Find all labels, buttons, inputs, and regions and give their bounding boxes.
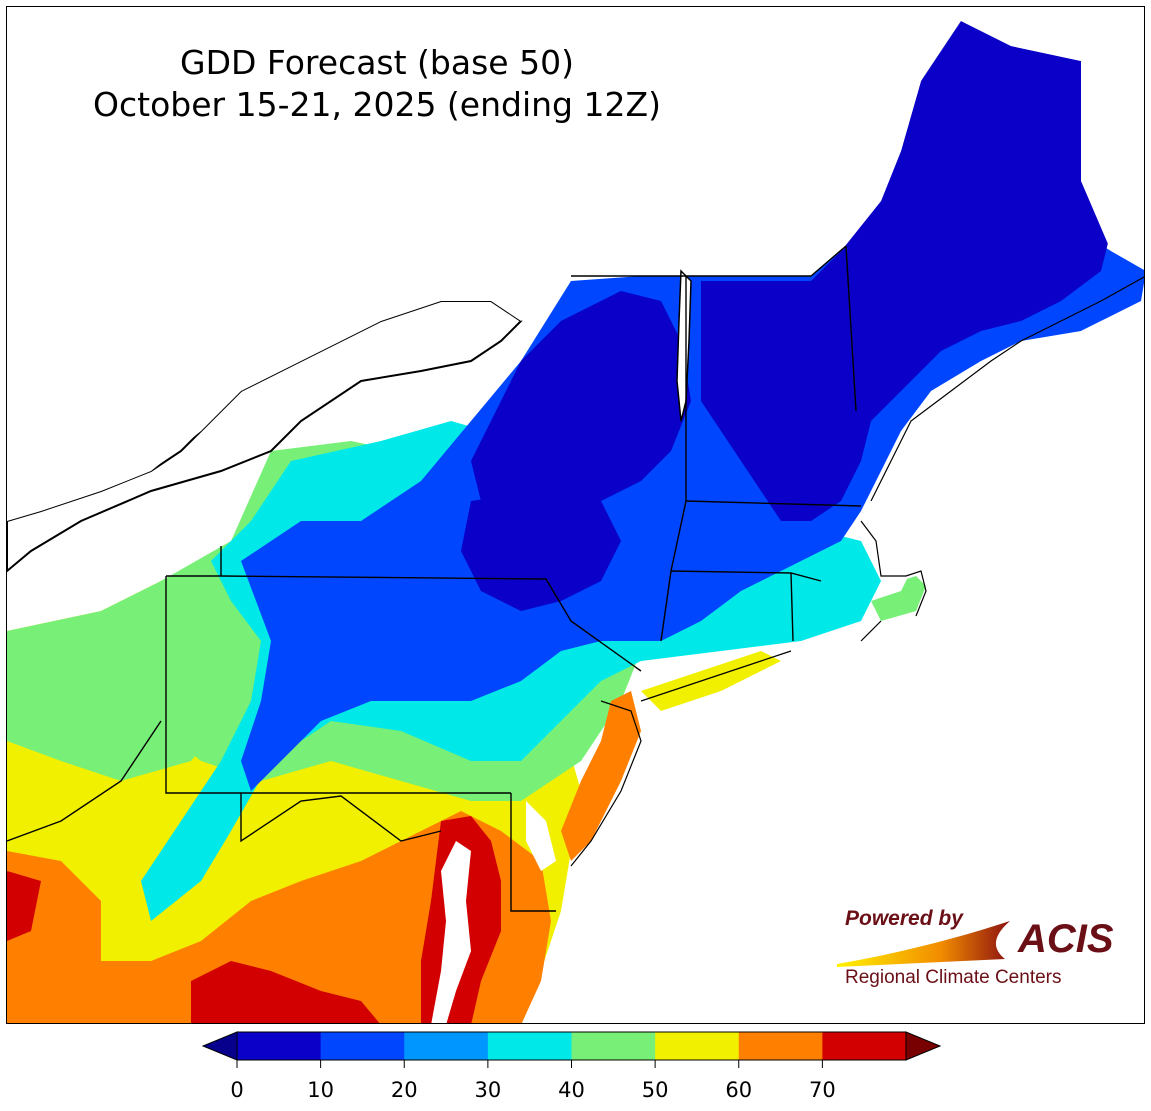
- colorbar-tick-label: 20: [390, 1078, 418, 1102]
- delaware-bay: [526, 801, 556, 871]
- colorbar-cell: [404, 1032, 489, 1060]
- rcc-label: Regional Climate Centers: [845, 967, 1062, 988]
- colorbar-tick-label: 0: [230, 1078, 244, 1102]
- colorbar-cell: [487, 1032, 572, 1060]
- colorbar-cell: [237, 1032, 322, 1060]
- colorbar-cell: [571, 1032, 656, 1060]
- colorbar-tick-label: 30: [474, 1078, 502, 1102]
- region-0-10-catskill: [461, 491, 621, 611]
- map-title-line2: October 15-21, 2025 (ending 12Z): [93, 85, 661, 124]
- colorbar-tick-label: 50: [641, 1078, 669, 1102]
- atlantic: [541, 301, 1144, 1023]
- colorbar-over-arrow: [905, 1031, 942, 1061]
- region-50-60-south: [7, 811, 551, 1023]
- state-boundaries: [7, 245, 862, 912]
- acis-label: ACIS: [1018, 917, 1114, 961]
- colorbar-tick-label: 60: [725, 1078, 753, 1102]
- powered-by-label: Powered by: [845, 907, 963, 930]
- colorbar-under-arrow: [201, 1031, 238, 1061]
- colorbar-tick-label: 70: [809, 1078, 836, 1102]
- colorbar-cell: [738, 1032, 823, 1060]
- region-nj-coast: [561, 691, 641, 861]
- top-white: [7, 7, 961, 521]
- colorbar-tick-label: 10: [307, 1078, 334, 1102]
- coastline: [570, 276, 1144, 867]
- colorbar-tick-label: 40: [558, 1078, 585, 1102]
- swoosh-icon: [837, 921, 1010, 967]
- chesapeake: [431, 841, 471, 1023]
- map-title-line1: GDD Forecast (base 50): [180, 43, 574, 82]
- maine-top-white: [961, 7, 1144, 270]
- colorbar-cell: [320, 1032, 405, 1060]
- map-frame: GDD Forecast (base 50) October 15-21, 20…: [6, 6, 1145, 1024]
- acis-logo: Powered by ACIS Regional Climate Centers: [835, 905, 1114, 995]
- gdd-map: [7, 7, 1144, 1023]
- colorbar-cell: [822, 1032, 907, 1060]
- colorbar: [201, 1031, 942, 1068]
- colorbar-cell: [655, 1032, 740, 1060]
- lake-champlain: [676, 269, 692, 422]
- region-0-10-nne: [701, 21, 1111, 521]
- region-0-10-adk: [471, 291, 691, 521]
- region-60-70-sw: [7, 871, 41, 941]
- region-cape: [871, 571, 926, 621]
- region-60-70-dc: [191, 961, 380, 1023]
